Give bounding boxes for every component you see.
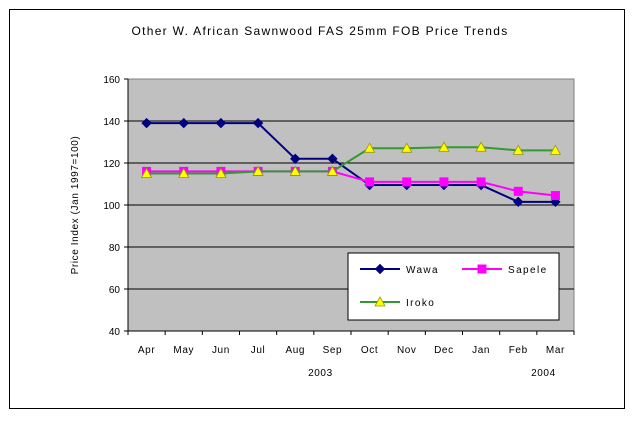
x-tick-label: Feb xyxy=(509,345,528,356)
data-point-iroko xyxy=(178,167,190,178)
x-tick-label: Apr xyxy=(138,345,155,356)
y-tick-label: 40 xyxy=(109,327,121,338)
legend-swatch-marker xyxy=(374,296,386,307)
data-point-sapele xyxy=(402,177,412,187)
data-point-iroko xyxy=(438,141,450,152)
line-chart: Other W. African Sawnwood FAS 25mm FOB P… xyxy=(70,24,575,379)
legend-box xyxy=(347,252,560,321)
x-tick-label: May xyxy=(173,345,194,356)
data-point-iroko xyxy=(363,142,376,153)
data-point-iroko xyxy=(512,144,524,155)
data-point-iroko xyxy=(549,144,562,155)
y-axis-label: Price Index (Jan 1997=100) xyxy=(70,136,81,275)
legend-swatch-marker xyxy=(477,264,487,274)
x-tick-label: Jan xyxy=(472,345,490,356)
x-tick-label: Jun xyxy=(212,345,230,356)
series-layer xyxy=(140,117,562,208)
x-tick-label: Sep xyxy=(323,345,343,356)
series-line-wawa xyxy=(146,122,556,203)
data-point-sapele xyxy=(513,186,523,196)
y-tick-label: 120 xyxy=(103,159,120,170)
data-point-wawa xyxy=(513,196,524,208)
legend-label: Sapele xyxy=(508,265,548,276)
data-point-sapele xyxy=(439,177,449,187)
data-point-iroko xyxy=(401,142,413,153)
y-tick-label: 100 xyxy=(103,201,120,212)
y-tick-label: 80 xyxy=(109,243,121,254)
y-axis: 40 60 80 100 120 140 160 xyxy=(103,75,129,338)
series-line-iroko xyxy=(146,146,556,175)
x-tick-label: Aug xyxy=(285,345,305,356)
data-point-wawa xyxy=(178,117,189,129)
data-point-sapele xyxy=(365,177,375,187)
x-tick-label: Nov xyxy=(397,345,417,356)
data-point-sapele xyxy=(550,191,560,201)
y-tick-label: 160 xyxy=(103,75,120,86)
data-point-wawa xyxy=(290,153,301,165)
legend-label: Iroko xyxy=(406,298,435,309)
data-point-iroko xyxy=(289,165,301,176)
chart-frame: Other W. African Sawnwood FAS 25mm FOB P… xyxy=(9,9,625,409)
legend-swatch-marker xyxy=(374,263,386,275)
data-point-sapele xyxy=(476,177,486,187)
y-tick-label: 140 xyxy=(103,117,120,128)
x-tick-label: Oct xyxy=(361,345,378,356)
data-point-iroko xyxy=(252,165,264,176)
data-point-iroko xyxy=(475,141,487,152)
data-point-wawa xyxy=(252,117,264,129)
legend-item-wawa: Wawa xyxy=(360,263,439,276)
series-iroko xyxy=(140,141,562,178)
x-tick-label: Mar xyxy=(546,345,565,356)
year-label: 2004 xyxy=(531,368,556,379)
data-point-iroko xyxy=(326,165,339,176)
x-tick-label: Dec xyxy=(434,345,454,356)
x-tick-label: Jul xyxy=(251,345,266,356)
data-point-wawa xyxy=(141,117,152,129)
series-line-sapele xyxy=(146,170,556,197)
x-axis: Apr May Jun Jul Aug Sep Oct Nov Dec Jan Feb Mar 2003… xyxy=(127,330,575,379)
data-point-wawa xyxy=(327,153,338,165)
data-point-wawa xyxy=(215,117,227,129)
data-point-iroko xyxy=(215,167,227,178)
legend: Wawa Sapele Iroko xyxy=(347,252,560,321)
series-wawa xyxy=(141,117,561,208)
data-point-iroko xyxy=(140,167,153,178)
year-label: 2003 xyxy=(308,368,333,379)
legend-label: Wawa xyxy=(406,265,439,276)
y-tick-label: 60 xyxy=(109,285,121,296)
chart-title: Other W. African Sawnwood FAS 25mm FOB P… xyxy=(131,24,508,38)
legend-item-iroko: Iroko xyxy=(360,296,435,309)
legend-item-sapele: Sapele xyxy=(462,264,548,276)
